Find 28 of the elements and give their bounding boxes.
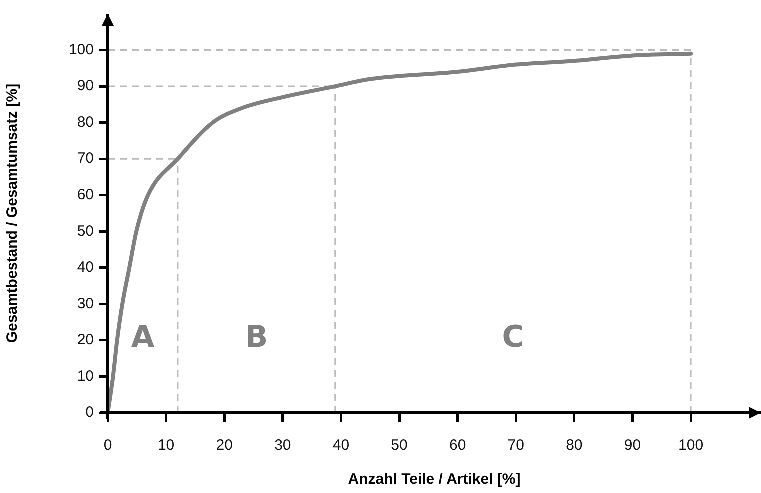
- y-tick-label: 30: [77, 295, 94, 312]
- y-axis-title: Gesamtbestand / Gesamtumsatz [%]: [4, 84, 22, 344]
- annotation: C: [502, 320, 524, 355]
- y-tick-label: 80: [77, 114, 94, 131]
- x-tick-label: 40: [332, 437, 350, 454]
- annotation: B: [245, 320, 268, 355]
- y-tick-label: 10: [77, 368, 94, 385]
- x-tick-label: 50: [391, 437, 408, 454]
- x-tick-label: 20: [216, 437, 233, 454]
- annotation: A: [131, 320, 156, 355]
- y-tick-label: 0: [86, 404, 94, 422]
- x-axis-title: Anzahl Teile / Artikel [%]: [348, 471, 521, 488]
- y-tick-label: 50: [77, 222, 94, 240]
- x-tick-label: 0: [104, 437, 112, 454]
- x-tick-label: 100: [678, 437, 704, 454]
- x-tick-label: 90: [624, 437, 642, 454]
- x-tick-label: 10: [158, 437, 175, 454]
- line-series: [108, 52, 694, 413]
- y-tick-label: 20: [77, 332, 94, 349]
- y-tick-label: 90: [77, 78, 94, 95]
- y-tick-label: 60: [77, 186, 94, 204]
- x-tick-label: 70: [508, 437, 524, 454]
- x-tick-label: 80: [566, 437, 583, 454]
- x-tick-label: 30: [274, 437, 292, 454]
- y-tick-label: 40: [77, 259, 94, 276]
- y-tick-label: 100: [68, 41, 94, 58]
- x-tick-label: 60: [449, 437, 466, 454]
- y-tick-label: 70: [77, 150, 94, 168]
